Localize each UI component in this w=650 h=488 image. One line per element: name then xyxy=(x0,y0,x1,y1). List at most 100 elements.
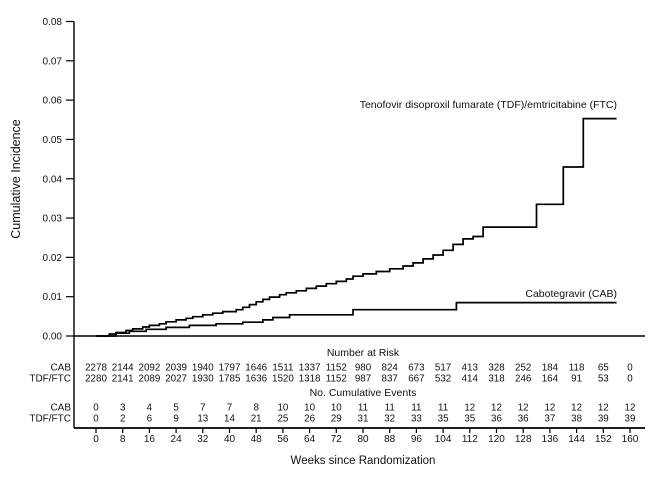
x-tick-label: 152 xyxy=(595,434,612,445)
table-value-events-cab: 12 xyxy=(625,403,636,414)
table-value-events-tdfftc: 21 xyxy=(251,414,262,425)
table-value-at-risk-tdfftc: 1636 xyxy=(245,374,267,385)
x-tick-label: 16 xyxy=(144,434,156,445)
table-value-events-tdfftc: 39 xyxy=(625,414,636,425)
table-header-number-at-risk: Number at Risk xyxy=(327,347,400,359)
table-value-events-cab: 3 xyxy=(120,403,126,414)
x-tick-label: 104 xyxy=(435,434,452,445)
table-value-at-risk-cab: 1940 xyxy=(192,363,214,374)
x-tick-label: 80 xyxy=(357,434,369,445)
x-tick-label: 88 xyxy=(384,434,396,445)
table-value-at-risk-cab: 2144 xyxy=(112,363,134,374)
table-value-at-risk-cab: 413 xyxy=(462,363,479,374)
table-value-events-tdfftc: 2 xyxy=(120,414,125,425)
table-value-events-cab: 7 xyxy=(200,403,205,414)
table-value-at-risk-tdfftc: 1152 xyxy=(326,374,347,385)
y-axis-title: Cumulative Incidence xyxy=(9,119,23,239)
table-value-at-risk-cab: 65 xyxy=(598,363,609,374)
y-tick-label: 0.08 xyxy=(43,17,63,28)
table-value-events-cab: 11 xyxy=(438,403,448,414)
y-tick-label: 0.04 xyxy=(43,174,63,185)
x-tick-label: 0 xyxy=(93,434,99,445)
table-value-events-tdfftc: 26 xyxy=(304,414,315,425)
table-value-events-tdfftc: 0 xyxy=(93,414,99,425)
table-value-at-risk-tdfftc: 1520 xyxy=(272,374,294,385)
table-value-at-risk-tdfftc: 1318 xyxy=(299,374,321,385)
x-tick-label: 112 xyxy=(462,434,478,445)
table-value-events-tdfftc: 29 xyxy=(331,414,342,425)
table-value-at-risk-cab: 2278 xyxy=(85,363,107,374)
table-value-events-tdfftc: 35 xyxy=(464,414,475,425)
table-value-at-risk-tdfftc: 837 xyxy=(382,374,398,385)
table-value-at-risk-tdfftc: 91 xyxy=(571,374,582,385)
table-value-at-risk-tdfftc: 164 xyxy=(542,374,559,385)
x-tick-label: 8 xyxy=(120,434,126,445)
table-value-at-risk-tdfftc: 2141 xyxy=(112,374,134,385)
table-value-events-tdfftc: 6 xyxy=(147,414,153,425)
x-tick-label: 32 xyxy=(197,434,209,445)
series-label-tdf-ftc: Tenofovir disoproxil fumarate (TDF)/emtr… xyxy=(360,99,617,111)
table-value-events-tdfftc: 31 xyxy=(358,414,369,425)
table-value-at-risk-cab: 1797 xyxy=(219,363,241,374)
x-tick-label: 56 xyxy=(277,434,289,445)
x-tick-label: 40 xyxy=(224,434,236,445)
table-value-events-cab: 11 xyxy=(385,403,395,414)
series-curves xyxy=(96,117,617,337)
table-value-events-cab: 7 xyxy=(227,403,232,414)
x-tick-label: 160 xyxy=(622,434,639,445)
table-value-at-risk-tdfftc: 667 xyxy=(408,374,424,385)
table-value-at-risk-tdfftc: 0 xyxy=(627,374,633,385)
row-label-tdfftc-events: TDF/FTC xyxy=(29,414,71,425)
table-value-events-cab: 12 xyxy=(571,403,582,414)
table-value-events-cab: 12 xyxy=(491,403,502,414)
table-value-events-tdfftc: 25 xyxy=(277,414,288,425)
table-value-events-tdfftc: 38 xyxy=(571,414,582,425)
series-label-cab: Cabotegravir (CAB) xyxy=(525,288,617,300)
table-value-at-risk-tdfftc: 2089 xyxy=(139,374,161,385)
table-value-events-tdfftc: 33 xyxy=(411,414,422,425)
table-value-at-risk-cab: 1511 xyxy=(272,363,293,374)
table-value-at-risk-cab: 824 xyxy=(382,363,399,374)
table-value-events-tdfftc: 9 xyxy=(173,414,178,425)
y-tick-label: 0.05 xyxy=(43,135,63,146)
table-value-at-risk-tdfftc: 1785 xyxy=(219,374,241,385)
table-value-at-risk-tdfftc: 53 xyxy=(598,374,609,385)
table-value-at-risk-cab: 184 xyxy=(542,363,559,374)
x-tick-label: 144 xyxy=(568,434,585,445)
table-value-events-cab: 12 xyxy=(518,403,529,414)
y-tick-label: 0.03 xyxy=(43,214,63,225)
table-value-at-risk-tdfftc: 2027 xyxy=(165,374,187,385)
table-value-events-cab: 10 xyxy=(277,403,288,414)
x-tick-label: 48 xyxy=(251,434,263,445)
table-value-events-tdfftc: 39 xyxy=(598,414,609,425)
table-value-events-cab: 10 xyxy=(304,403,315,414)
table-value-events-cab: 0 xyxy=(93,403,99,414)
table-value-events-tdfftc: 13 xyxy=(197,414,208,425)
table-value-events-cab: 10 xyxy=(331,403,342,414)
table-value-at-risk-cab: 2039 xyxy=(165,363,187,374)
x-tick-label: 128 xyxy=(515,434,532,445)
table-value-events-tdfftc: 37 xyxy=(544,414,555,425)
table-value-at-risk-cab: 252 xyxy=(515,363,531,374)
x-tick-label: 24 xyxy=(171,434,183,445)
x-axis-title: Weeks since Randomization xyxy=(291,455,436,467)
table-value-at-risk-cab: 118 xyxy=(569,363,585,374)
series-curve-cab xyxy=(96,301,617,337)
table-value-at-risk-cab: 1337 xyxy=(299,363,321,374)
y-tick-label: 0.02 xyxy=(43,253,63,264)
table-value-at-risk-tdfftc: 1930 xyxy=(192,374,214,385)
table-value-at-risk-tdfftc: 987 xyxy=(355,374,371,385)
x-tick-label: 64 xyxy=(304,434,316,445)
table-value-at-risk-tdfftc: 246 xyxy=(515,374,532,385)
table-value-at-risk-tdfftc: 532 xyxy=(435,374,451,385)
y-tick-label: 0.01 xyxy=(43,292,63,303)
table-value-events-cab: 11 xyxy=(411,403,421,414)
row-label-tdfftc-at-risk: TDF/FTC xyxy=(29,374,71,385)
table-header-cumulative-events: No. Cumulative Events xyxy=(310,387,417,399)
y-tick-label: 0.06 xyxy=(43,96,63,107)
table-value-events-cab: 8 xyxy=(253,403,259,414)
table-value-at-risk-tdfftc: 414 xyxy=(462,374,479,385)
x-tick-label: 120 xyxy=(488,434,505,445)
table-value-at-risk-cab: 2092 xyxy=(139,363,161,374)
